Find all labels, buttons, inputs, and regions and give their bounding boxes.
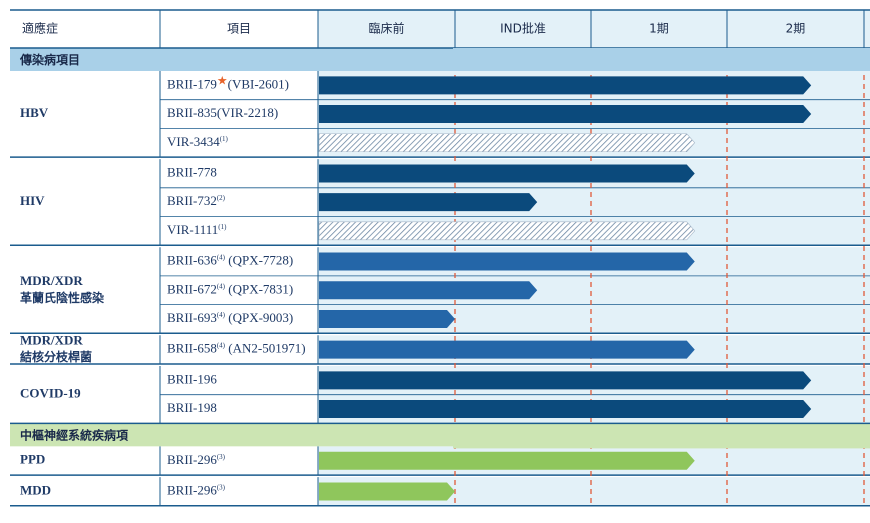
- product-label: BRII-693(4) (QPX-9003): [167, 310, 293, 325]
- product-name: VIR-3434: [167, 134, 220, 149]
- product-alias: (VBI-2601): [228, 76, 289, 91]
- progress-bar: [319, 309, 455, 328]
- product-alias: (QPX-7831): [225, 281, 293, 296]
- section-band-cover: [453, 425, 870, 449]
- footnote-ref: (4): [217, 282, 226, 290]
- label-area-bg: [10, 446, 318, 476]
- product-alias: (AN2-501971): [225, 341, 306, 356]
- label-area-bg: [10, 71, 318, 158]
- product-label: BRII-296(3): [167, 452, 226, 467]
- footnote-ref: (4): [217, 253, 226, 261]
- star-icon: ★: [217, 73, 228, 87]
- label-area-bg: [10, 335, 318, 364]
- column-header: 2期: [786, 22, 806, 36]
- product-name: VIR-1111: [167, 222, 218, 237]
- product-alias: (VIR-2218): [217, 105, 278, 120]
- progress-bar: [318, 133, 696, 153]
- product-name: BRII-296: [167, 452, 217, 467]
- product-name: BRII-636: [167, 253, 217, 268]
- product-name: BRII-179: [167, 76, 217, 91]
- progress-bar: [319, 340, 695, 359]
- footnote-ref: (3): [217, 483, 226, 491]
- product-label: BRII-198: [167, 400, 217, 415]
- product-name: BRII-835: [167, 105, 217, 120]
- progress-bar: [319, 400, 812, 419]
- progress-bar: [319, 105, 812, 124]
- indication-label: HIV: [20, 193, 45, 208]
- product-name: BRII-296: [167, 482, 217, 497]
- product-label: BRII-196: [167, 371, 217, 386]
- section-header-label: 中樞神經系統疾病項: [20, 427, 129, 442]
- product-name: BRII-693: [167, 310, 217, 325]
- indication-label: PPD: [20, 452, 45, 467]
- label-area-bg: [10, 159, 318, 246]
- column-header: 項目: [227, 22, 251, 36]
- product-label: BRII-732(2): [167, 193, 226, 208]
- column-header: 臨床前: [368, 21, 404, 36]
- progress-bar: [319, 252, 695, 271]
- product-label: BRII-672(4) (QPX-7831): [167, 281, 293, 296]
- indication-label: 結核分枝桿菌: [20, 349, 92, 364]
- product-name: BRII-672: [167, 281, 217, 296]
- header-cell-stages: [318, 10, 870, 48]
- product-name: BRII-196: [167, 371, 217, 386]
- footnote-ref: (1): [218, 222, 227, 230]
- progress-bar: [319, 451, 695, 470]
- indication-label: MDD: [20, 482, 51, 497]
- footnote-ref: (3): [217, 452, 226, 460]
- indication-label: HBV: [20, 105, 49, 120]
- product-label: BRII-778: [167, 164, 217, 179]
- column-header: 適應症: [22, 21, 58, 36]
- section-header-label: 傳染病項目: [19, 52, 80, 67]
- product-name: BRII-658: [167, 341, 217, 356]
- progress-bar: [319, 164, 695, 183]
- product-name: BRII-778: [167, 164, 217, 179]
- footnote-ref: (4): [217, 311, 226, 319]
- label-area-bg: [10, 477, 318, 506]
- footnote-ref: (1): [220, 134, 229, 142]
- progress-bar: [319, 482, 455, 501]
- section-band-cover: [453, 48, 870, 71]
- product-label: BRII-658(4) (AN2-501971): [167, 341, 306, 356]
- indication-label: 革蘭氏陰性感染: [20, 290, 105, 305]
- progress-bar: [318, 221, 696, 241]
- product-name: BRII-732: [167, 193, 217, 208]
- product-label: VIR-3434(1): [167, 134, 229, 149]
- footnote-ref: (2): [217, 194, 226, 202]
- product-alias: (QPX-9003): [225, 310, 293, 325]
- indication-label: MDR/XDR: [20, 273, 83, 288]
- label-area-bg: [10, 247, 318, 334]
- product-alias: (QPX-7728): [225, 253, 293, 268]
- progress-bar: [319, 193, 538, 212]
- product-label: BRII-835(VIR-2218): [167, 105, 278, 120]
- product-label: BRII-636(4) (QPX-7728): [167, 253, 293, 268]
- product-label: BRII-179★(VBI-2601): [167, 73, 289, 91]
- product-name: BRII-198: [167, 400, 217, 415]
- header-cell-left: [10, 10, 318, 48]
- column-header: 1期: [649, 22, 669, 36]
- progress-bar: [319, 281, 538, 300]
- footnote-ref: (4): [217, 341, 226, 349]
- progress-bar: [319, 76, 812, 95]
- column-header: IND批准: [500, 21, 546, 36]
- indication-label: MDR/XDR: [20, 333, 83, 348]
- product-label: VIR-1111(1): [167, 222, 227, 237]
- indication-label: COVID-19: [20, 386, 81, 401]
- progress-bar: [319, 371, 812, 390]
- product-label: BRII-296(3): [167, 482, 226, 497]
